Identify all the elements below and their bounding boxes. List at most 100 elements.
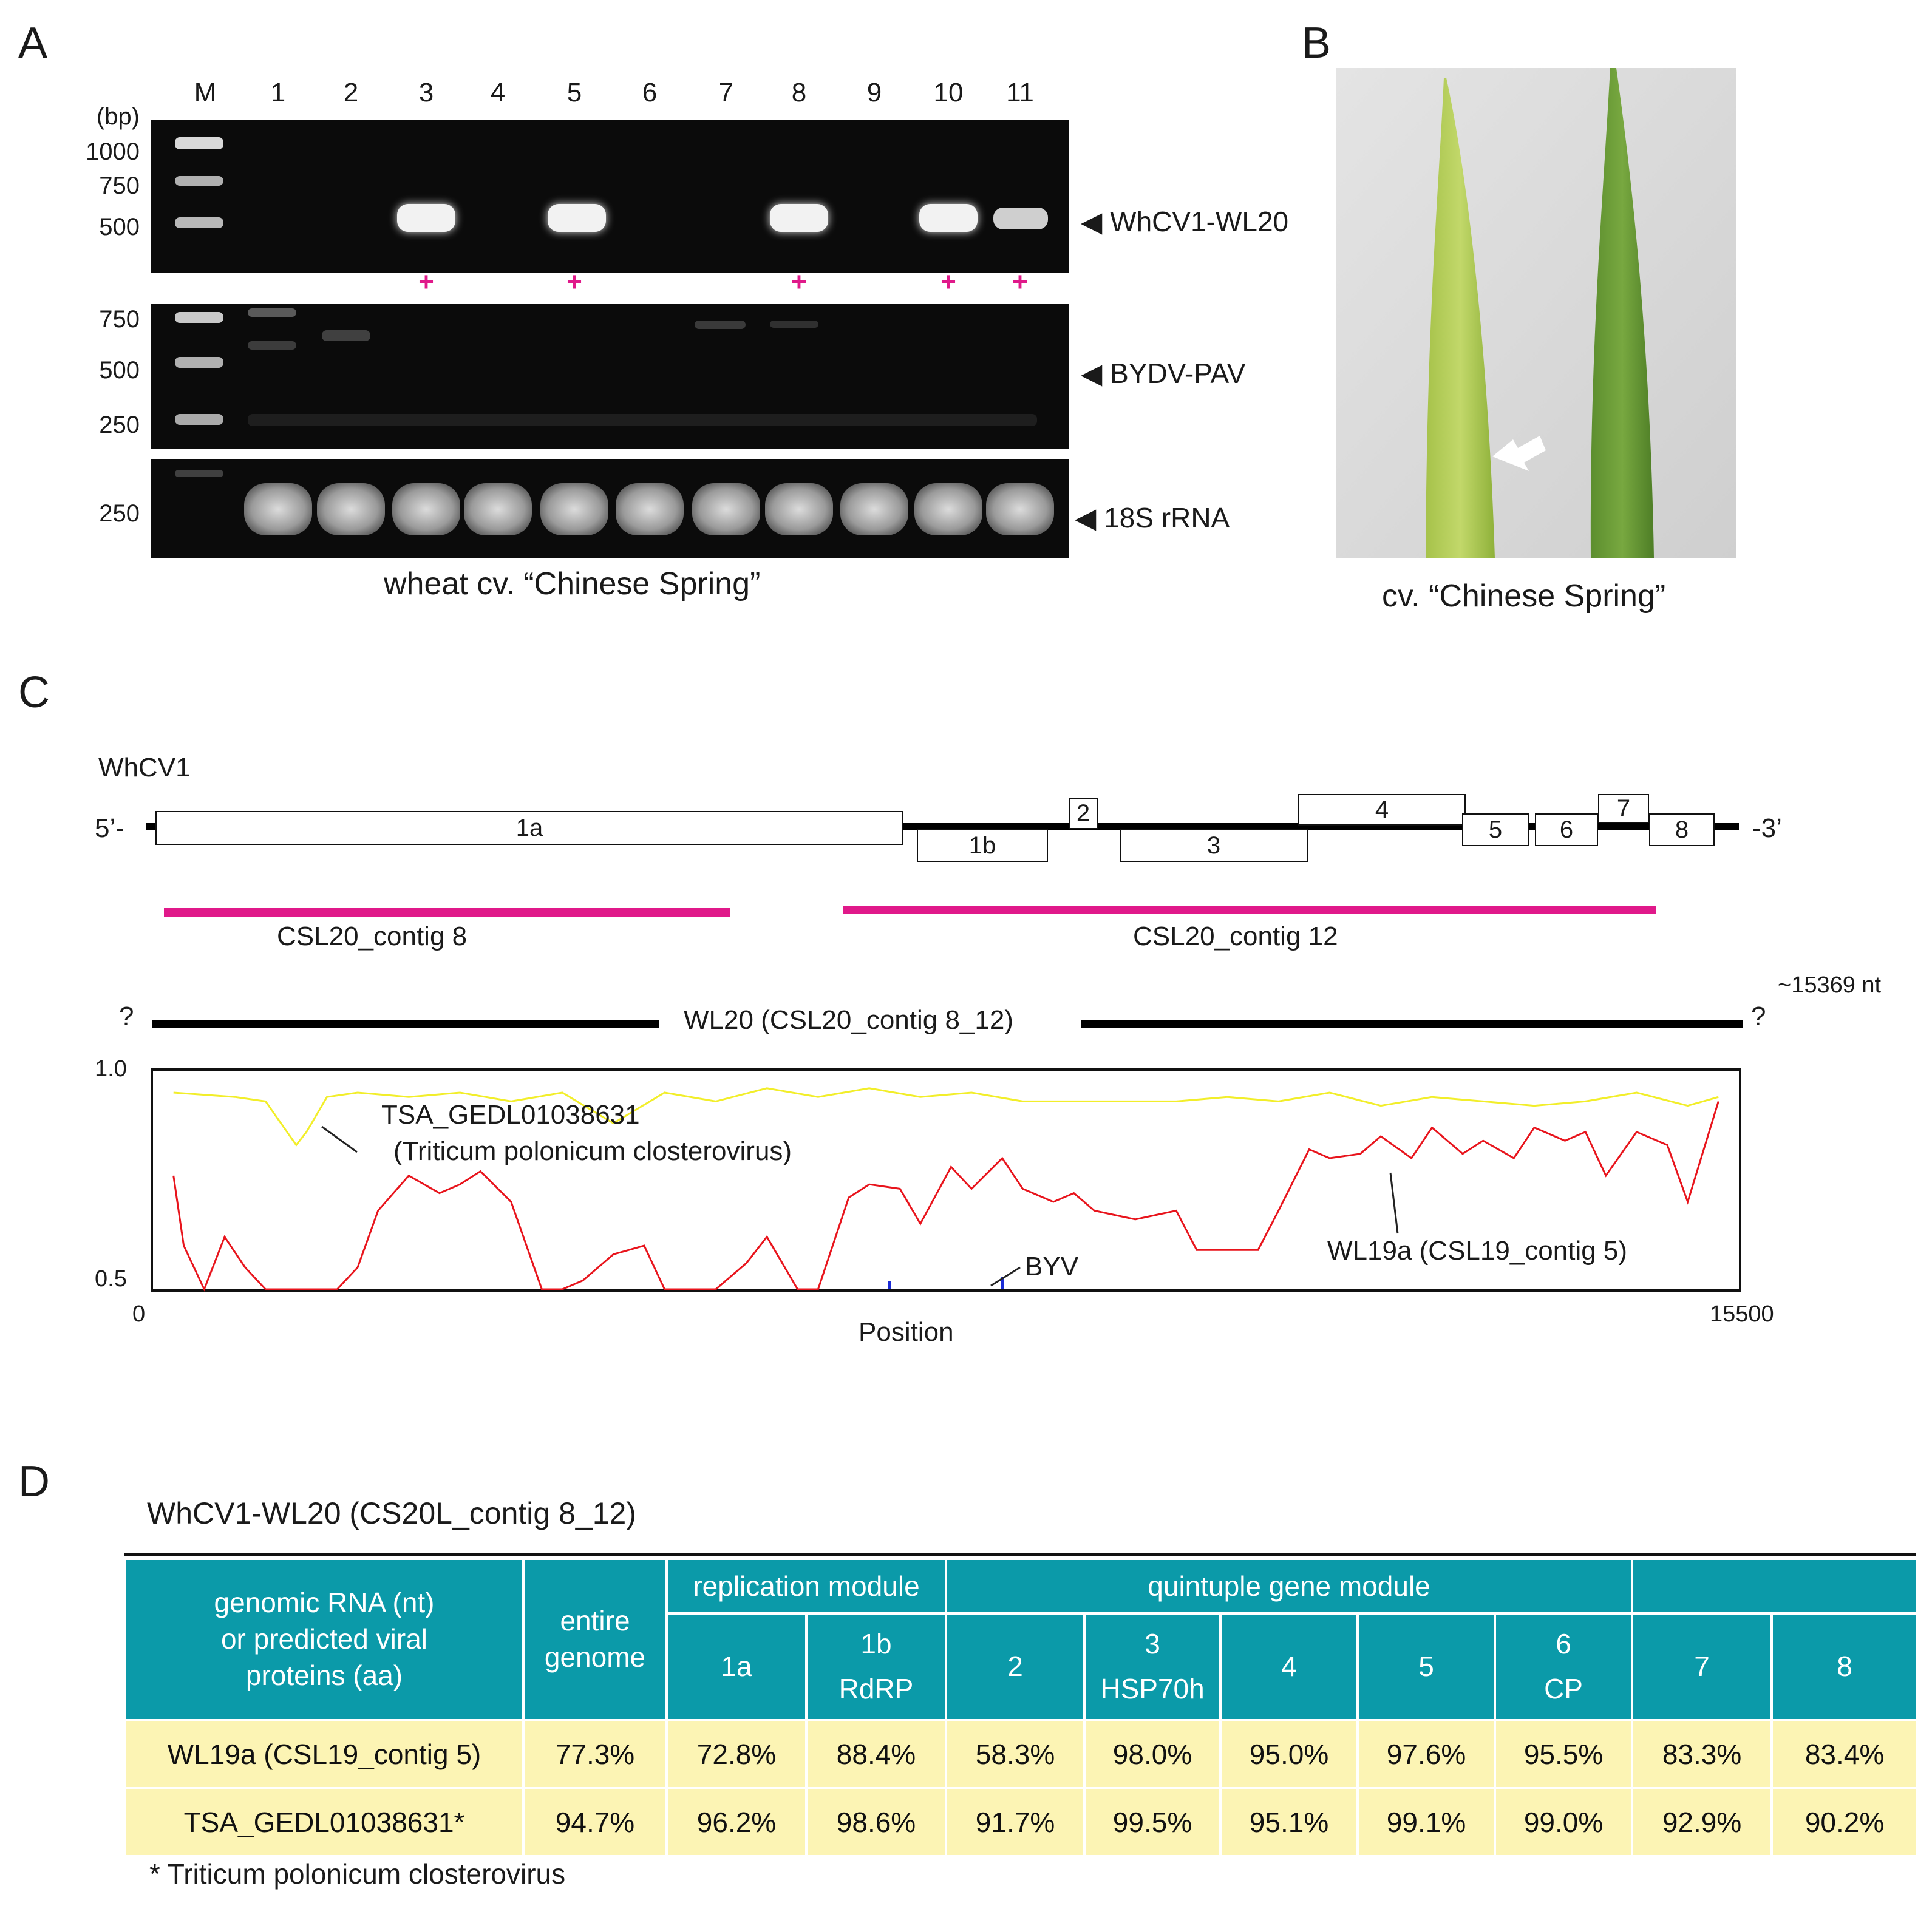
- orf-4: 4: [1298, 794, 1466, 826]
- lane-label-3: 3: [418, 78, 434, 107]
- positive-mark: +: [418, 267, 434, 297]
- identity-cell: 94.7%: [522, 1787, 668, 1857]
- identity-cell: 90.2%: [1770, 1787, 1919, 1857]
- row-label: TSA_GEDL01038631*: [124, 1787, 525, 1857]
- length-label: ~15369 nt: [1778, 972, 1882, 998]
- header-col0-line1: genomic RNA (nt): [214, 1587, 435, 1619]
- positive-mark: +: [940, 267, 956, 297]
- identity-cell: 99.5%: [1083, 1787, 1222, 1857]
- contig12-bar: [843, 906, 1656, 914]
- annotation-tsa-line2: (Triticum polonicum closterovirus): [393, 1136, 792, 1166]
- gel1-label: ◀ WhCV1-WL20: [1081, 206, 1289, 237]
- identity-cell: 99.1%: [1356, 1787, 1497, 1857]
- gel2-ladder-750: 750: [99, 306, 140, 333]
- lane-label-11: 11: [1006, 78, 1034, 107]
- 18s-band-lane-3: [392, 483, 460, 535]
- positive-mark: +: [791, 267, 807, 297]
- 18s-band-lane-2: [317, 483, 385, 535]
- identity-cell: 83.4%: [1770, 1719, 1919, 1789]
- header-quintuple-module: quintuple gene module: [945, 1558, 1634, 1615]
- identity-cell: 98.0%: [1083, 1719, 1222, 1789]
- lane-label-9: 9: [866, 78, 882, 107]
- x-tick-left: 0: [132, 1301, 146, 1327]
- 18s-band-lane-10: [914, 483, 982, 535]
- ladder-band: [175, 470, 223, 477]
- subheader-6: 6 CP: [1494, 1612, 1634, 1721]
- annotation-byv: BYV: [1025, 1252, 1079, 1281]
- lane-label-2: 2: [343, 78, 359, 107]
- subheader-line: 4: [1281, 1650, 1297, 1683]
- lane-label-1: 1: [270, 78, 286, 107]
- panel-b-caption: cv. “Chinese Spring”: [1382, 578, 1666, 614]
- header-entire-line2: genome: [544, 1641, 646, 1673]
- identity-cell: 95.0%: [1219, 1719, 1359, 1789]
- gel1-ladder-500: 500: [99, 214, 140, 240]
- orf-8: 8: [1649, 813, 1715, 846]
- similarity-plot: [151, 1068, 1741, 1292]
- lane-label-7: 7: [718, 78, 734, 107]
- orf-7: 7: [1598, 794, 1649, 823]
- identity-cell: 77.3%: [522, 1719, 668, 1789]
- faint-band: [248, 341, 296, 350]
- subheader-8: 8: [1770, 1612, 1919, 1721]
- faint-band: [248, 414, 1037, 426]
- ladder-band: [175, 137, 223, 149]
- subheader-line: 2: [1007, 1650, 1023, 1683]
- identity-cell: 91.7%: [945, 1787, 1086, 1857]
- lane-label-5: 5: [566, 78, 582, 107]
- identity-cell: 58.3%: [945, 1719, 1086, 1789]
- gel2-ladder-250: 250: [99, 412, 140, 438]
- subheader-line: 3: [1145, 1628, 1160, 1660]
- header-entire-genome: entire genome: [522, 1558, 668, 1721]
- subheader-line: CP: [1544, 1673, 1583, 1704]
- ladder-band: [175, 414, 223, 425]
- band-lane-8: [770, 204, 828, 232]
- leaf-illustration: [1336, 68, 1736, 558]
- gel1-ladder-1000: 1000: [86, 138, 140, 165]
- 18s-band-lane-7: [692, 483, 760, 535]
- faint-band: [695, 320, 746, 329]
- row-label: WL19a (CSL19_contig 5): [124, 1719, 525, 1789]
- identity-cell: 98.6%: [804, 1787, 948, 1857]
- subheader-line: 1b: [860, 1628, 892, 1660]
- panel-letter-d: D: [18, 1457, 50, 1506]
- panel-a-caption: wheat cv. “Chinese Spring”: [384, 566, 761, 602]
- positive-mark: +: [1012, 267, 1028, 297]
- ladder-band: [175, 312, 223, 323]
- annotation-tsa-line1: TSA_GEDL01038631: [381, 1100, 640, 1130]
- series-wl19a-line: [172, 1101, 1719, 1292]
- subheader-line: 6: [1556, 1628, 1571, 1660]
- annotation-leaders: [321, 1125, 1399, 1287]
- bp-unit-label: (bp): [96, 103, 140, 130]
- identity-cell: 88.4%: [804, 1719, 948, 1789]
- leaf-photo: [1336, 68, 1736, 558]
- q-right: ?: [1751, 1002, 1766, 1031]
- identity-cell: 95.5%: [1494, 1719, 1634, 1789]
- lane-label-10: 10: [933, 78, 964, 107]
- 18s-band-lane-8: [765, 483, 833, 535]
- ladder-band: [175, 357, 223, 368]
- orf-1b: 1b: [917, 829, 1048, 862]
- header-col0-line2: or predicted viral: [220, 1623, 428, 1655]
- orf-2: 2: [1069, 798, 1098, 829]
- subheader-4: 4: [1219, 1612, 1359, 1721]
- leader-wl19a: [1389, 1172, 1399, 1234]
- subheader-line: 5: [1418, 1650, 1434, 1683]
- 18s-band-lane-9: [840, 483, 908, 535]
- subheader-2: 2: [945, 1612, 1086, 1721]
- ladder-band: [175, 217, 223, 228]
- table-top-rule: [124, 1553, 1916, 1556]
- identity-cell: 83.3%: [1631, 1719, 1774, 1789]
- y-tick-bottom: 0.5: [95, 1266, 127, 1292]
- gel2-ladder-500: 500: [99, 357, 140, 384]
- subheader-5: 5: [1356, 1612, 1497, 1721]
- panel-d-title: WhCV1-WL20 (CS20L_contig 8_12): [147, 1496, 636, 1530]
- gel3-label: ◀ 18S rRNA: [1075, 502, 1230, 534]
- series-tsa-line: [173, 1087, 1719, 1147]
- panel-letter-a: A: [18, 19, 48, 67]
- gel-bydv: [151, 304, 1069, 449]
- subheader-line: HSP70h: [1100, 1673, 1205, 1704]
- identity-cell: 97.6%: [1356, 1719, 1497, 1789]
- header-entire-line1: entire: [560, 1605, 630, 1637]
- lane-label-M: M: [194, 78, 217, 107]
